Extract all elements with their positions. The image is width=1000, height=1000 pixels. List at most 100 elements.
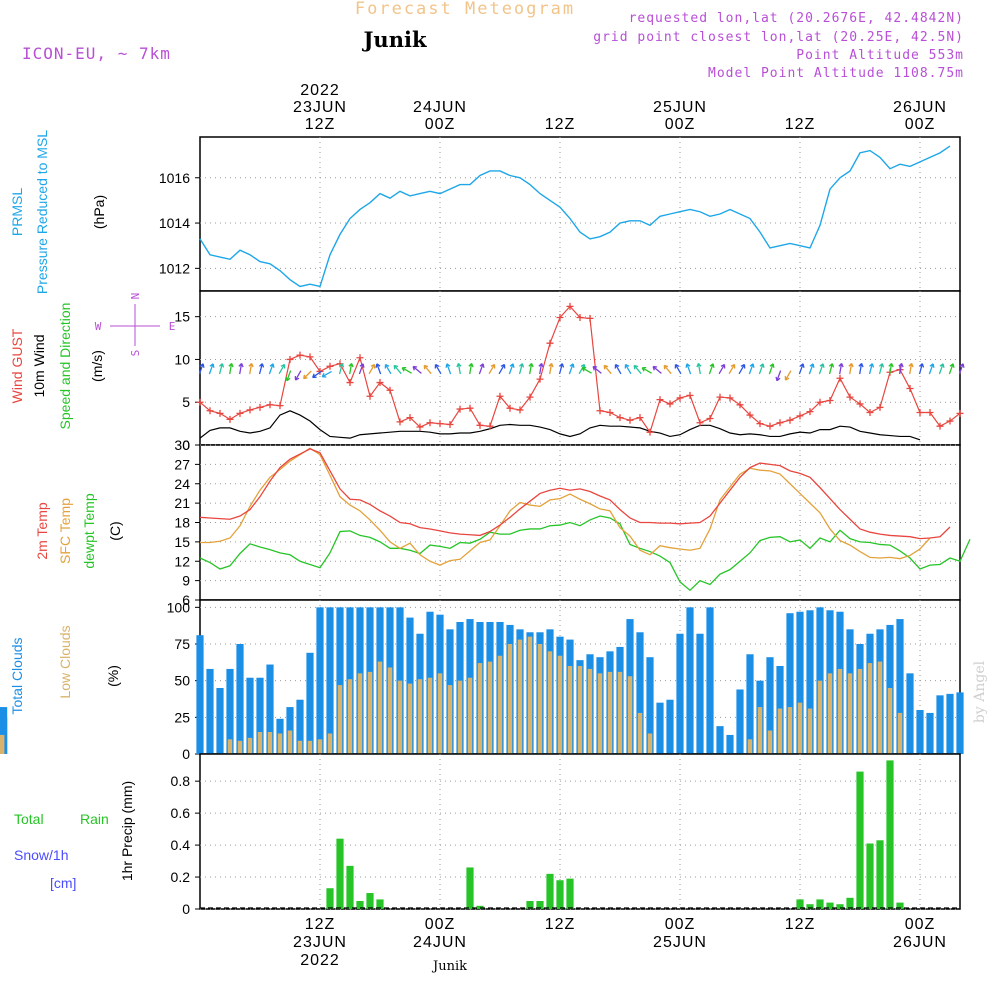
low-cloud-bar: [327, 733, 333, 754]
total-cloud-bar: [256, 677, 264, 754]
y-tick-label: 0: [182, 437, 190, 453]
low-cloud-bar: [397, 680, 403, 754]
gust-marker: [586, 314, 594, 322]
gust-marker: [626, 416, 634, 424]
low-cloud-bar: [547, 651, 553, 754]
total-cloud-bar: [246, 677, 254, 754]
gust-marker: [376, 379, 384, 387]
top-time-label: 00Z: [425, 116, 456, 133]
low-cloud-bar: [357, 673, 363, 754]
gust-marker: [436, 420, 444, 428]
rain-bar: [866, 843, 874, 909]
gust-marker: [906, 385, 914, 393]
pressure-line: [199, 145, 951, 288]
bottom-time-label: 12Z: [305, 916, 336, 933]
tsfc-label: SFC Temp: [57, 498, 73, 564]
wind-direction-arrow: [558, 363, 565, 375]
gust-marker: [926, 408, 934, 416]
gust-marker: [616, 414, 624, 422]
signature: by Angel: [972, 660, 988, 723]
gust-marker: [306, 353, 314, 361]
rain-bar: [836, 904, 844, 909]
wind-direction-arrow: [718, 363, 726, 375]
gust-marker: [446, 420, 454, 428]
prmsl-label: PRMSL: [9, 188, 25, 236]
rain-bar: [556, 880, 564, 909]
low-cloud-bar: [417, 679, 423, 754]
gust-marker: [636, 414, 644, 422]
y-tick-label: 0: [182, 746, 190, 762]
wind-direction-arrow: [928, 363, 935, 375]
rain-bar: [806, 904, 814, 909]
y-tick-label: 50: [174, 673, 190, 689]
forecast-title: Forecast Meteogram: [355, 0, 575, 19]
low-cloud-bar: [757, 707, 763, 754]
t2m-label: 2m Temp: [34, 502, 50, 560]
y-tick-label: 0.8: [171, 773, 191, 789]
bottom-time-label: 26JUN: [893, 934, 947, 951]
gust-marker: [356, 354, 364, 362]
top-time-label: 24JUN: [413, 99, 467, 116]
y-tick-label: 21: [174, 495, 190, 511]
y-tick-label: 0.6: [171, 805, 191, 821]
top-time-label: 25JUN: [653, 99, 707, 116]
total-cloud-bar: [796, 611, 804, 754]
y-tick-label: 15: [174, 309, 190, 325]
gust-marker: [716, 393, 724, 401]
low-cloud-bar: [597, 673, 603, 754]
pressure-panel: 1012 1014 1016: [159, 136, 961, 292]
wind-direction-arrow: [808, 363, 815, 375]
gust-marker: [486, 422, 494, 430]
gust-marker: [866, 408, 874, 416]
total-cloud-bar: [236, 644, 244, 754]
clouds-panel: 0 25 50 75 100: [0, 599, 964, 762]
top-time-label: 00Z: [905, 116, 936, 133]
gust-marker: [846, 393, 854, 401]
compass-east: E: [169, 320, 176, 333]
wind-direction-arrow: [828, 363, 835, 375]
gust-marker: [496, 392, 504, 400]
wind-direction-arrow: [775, 370, 782, 382]
wind-direction-arrow: [368, 363, 376, 375]
wind-direction-arrow: [838, 362, 844, 375]
total-cloud-bar: [696, 633, 704, 754]
total-cloud-bar: [946, 693, 954, 754]
wind-direction-arrow: [456, 362, 462, 375]
model-label: ICON-EU, ~ 7km: [22, 44, 171, 63]
low-cloud-bar: [617, 671, 623, 754]
compass-south: S: [129, 350, 142, 357]
gust-marker: [676, 394, 684, 402]
y-tick-label: 9: [182, 573, 190, 589]
low-clouds-label: Low Clouds: [57, 625, 73, 698]
low-cloud-bar: [537, 644, 543, 754]
wind-direction-arrow: [218, 363, 225, 375]
total-cloud-bar: [896, 619, 904, 754]
total-cloud-bar: [206, 668, 214, 754]
precip-rain-label: Rain: [80, 811, 109, 827]
gust-marker: [386, 386, 394, 394]
gust-marker: [736, 401, 744, 409]
gust-marker: [746, 411, 754, 419]
wind-speed-direction-label: Speed and Direction: [57, 303, 73, 430]
total-cloud-bar: [326, 607, 334, 754]
low-cloud-bar: [777, 708, 783, 754]
wind-direction-arrow: [898, 362, 904, 375]
top-time-label: 2022: [300, 82, 340, 99]
gust-marker: [876, 403, 884, 411]
low-cloud-bar: [477, 663, 483, 754]
gust-marker: [706, 414, 714, 422]
low-cloud-bar: [647, 733, 653, 754]
gust-marker: [796, 412, 804, 420]
gust-marker: [816, 398, 824, 406]
gust-marker: [216, 409, 224, 417]
bottom-time-label: 25JUN: [653, 934, 707, 951]
precip-panel: 0 0.2 0.4 0.6 0.8: [171, 753, 961, 917]
low-cloud-bar: [317, 739, 323, 754]
precip-snow-unit-label: [cm]: [50, 875, 76, 891]
rain-bar: [876, 840, 884, 909]
top-time-label: 12Z: [785, 116, 816, 133]
gust-marker: [406, 414, 414, 422]
y-tick-label: 100: [167, 599, 191, 615]
